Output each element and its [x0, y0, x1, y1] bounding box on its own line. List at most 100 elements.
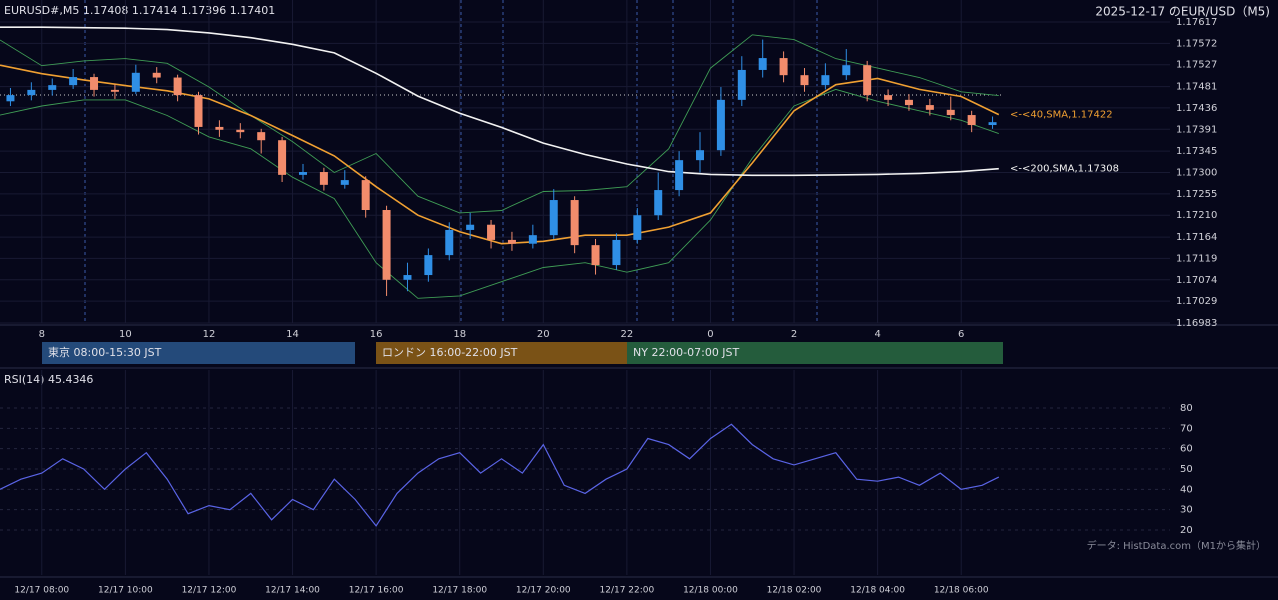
y-tick-label: 1.17391 — [1176, 124, 1217, 135]
y-tick-label: 1.17210 — [1176, 210, 1217, 221]
candle-body — [507, 239, 516, 244]
candle-body — [69, 77, 78, 86]
candle-body — [319, 172, 328, 185]
candle-body — [570, 200, 579, 246]
x-tick-label: 12/17 16:00 — [349, 586, 404, 596]
candle-body — [152, 72, 161, 78]
x-tick-label: 12/18 02:00 — [767, 586, 822, 596]
candle-body — [884, 95, 893, 100]
candle-body — [445, 229, 454, 256]
y-tick-label: 60 — [1180, 444, 1193, 455]
indicator-line — [0, 88, 999, 299]
candle-body — [528, 235, 537, 244]
y-tick-label: 1.16983 — [1176, 318, 1217, 329]
y-tick-label: 50 — [1180, 464, 1193, 475]
candle-body — [403, 275, 412, 280]
y-tick-label: 1.17074 — [1176, 275, 1217, 286]
x-tick-label: 12/18 04:00 — [850, 586, 905, 596]
x-tick-label: 12/18 06:00 — [934, 586, 989, 596]
session-ny — [627, 342, 1003, 364]
candle-body — [27, 89, 36, 96]
source-note: データ: HistData.com（M1から集計） — [1087, 539, 1266, 552]
candle-body — [800, 75, 809, 86]
candle-body — [110, 89, 119, 92]
session-tokyo — [42, 342, 355, 364]
candle-body — [340, 180, 349, 185]
x-tick-label: 20 — [537, 329, 550, 340]
candle-body — [863, 65, 872, 96]
candle-body — [298, 172, 307, 175]
candle-body — [257, 132, 266, 141]
candle-body — [236, 129, 245, 133]
candle-body — [549, 200, 558, 236]
candle-body — [633, 215, 642, 240]
session-london — [376, 342, 627, 364]
y-tick-label: 80 — [1180, 403, 1193, 414]
candle-body — [696, 150, 705, 161]
y-tick-label: 1.17617 — [1176, 17, 1217, 28]
x-tick-label: 0 — [707, 329, 713, 340]
x-tick-label: 10 — [119, 329, 132, 340]
session-label: ロンドン 16:00-22:00 JST — [382, 346, 518, 359]
y-tick-label: 1.17300 — [1176, 168, 1217, 179]
candle-body — [612, 239, 621, 266]
y-tick-label: 1.17345 — [1176, 146, 1217, 157]
y-tick-label: 1.17572 — [1176, 38, 1217, 49]
x-tick-label: 12/17 12:00 — [182, 586, 237, 596]
y-tick-label: 1.17436 — [1176, 103, 1217, 114]
y-tick-label: 30 — [1180, 505, 1193, 516]
x-tick-label: 12/17 14:00 — [265, 586, 320, 596]
candle-body — [131, 72, 140, 92]
x-tick-label: 8 — [39, 329, 45, 340]
candle-body — [382, 210, 391, 280]
candle-body — [654, 190, 663, 216]
candle-body — [591, 245, 600, 266]
candle-body — [361, 180, 370, 211]
candle-body — [716, 99, 725, 151]
x-tick-label: 12/17 08:00 — [14, 586, 69, 596]
candle-body — [466, 224, 475, 230]
indicator-line — [0, 64, 1000, 245]
y-tick-label: 40 — [1180, 484, 1193, 495]
indicator-line — [0, 34, 999, 214]
candle-body — [988, 122, 997, 126]
x-tick-label: 2 — [791, 329, 797, 340]
x-tick-label: 18 — [453, 329, 466, 340]
rsi-line — [0, 423, 1000, 527]
candle-body — [737, 69, 746, 100]
x-tick-label: 12/17 10:00 — [98, 586, 153, 596]
candle-body — [758, 58, 767, 70]
y-tick-label: 20 — [1180, 525, 1193, 536]
x-tick-label: 4 — [874, 329, 880, 340]
candle-body — [90, 77, 99, 90]
candle-body — [194, 95, 203, 127]
y-tick-label: 1.17481 — [1176, 82, 1217, 93]
candle-body — [842, 65, 851, 76]
indicator-label: <-<40,SMA,1.17422 — [1010, 110, 1113, 121]
chart-title: 2025-12-17 のEUR/USD（M5) — [1095, 5, 1270, 19]
candle-body — [6, 95, 15, 102]
candle-body — [821, 75, 830, 86]
x-tick-label: 12/17 18:00 — [432, 586, 487, 596]
candle-body — [487, 224, 496, 240]
x-tick-label: 12/18 00:00 — [683, 586, 738, 596]
indicator-line — [0, 26, 999, 177]
x-tick-label: 6 — [958, 329, 964, 340]
y-tick-label: 1.17164 — [1176, 232, 1217, 243]
symbol-info: EURUSD#,M5 1.17408 1.17414 1.17396 1.174… — [4, 4, 275, 17]
candle-body — [675, 160, 684, 191]
session-label: 東京 08:00-15:30 JST — [48, 345, 162, 359]
candle-body — [48, 85, 57, 90]
y-tick-label: 1.17119 — [1176, 253, 1217, 264]
x-tick-label: 12 — [203, 329, 216, 340]
candle-body — [925, 105, 934, 110]
candle-body — [278, 140, 287, 175]
candle-body — [424, 255, 433, 276]
candle-body — [946, 109, 955, 116]
candle-body — [215, 126, 224, 130]
y-tick-label: 1.17527 — [1176, 60, 1217, 71]
x-tick-label: 12/17 22:00 — [600, 586, 655, 596]
y-tick-label: 70 — [1180, 423, 1193, 434]
candle-body — [173, 77, 182, 96]
